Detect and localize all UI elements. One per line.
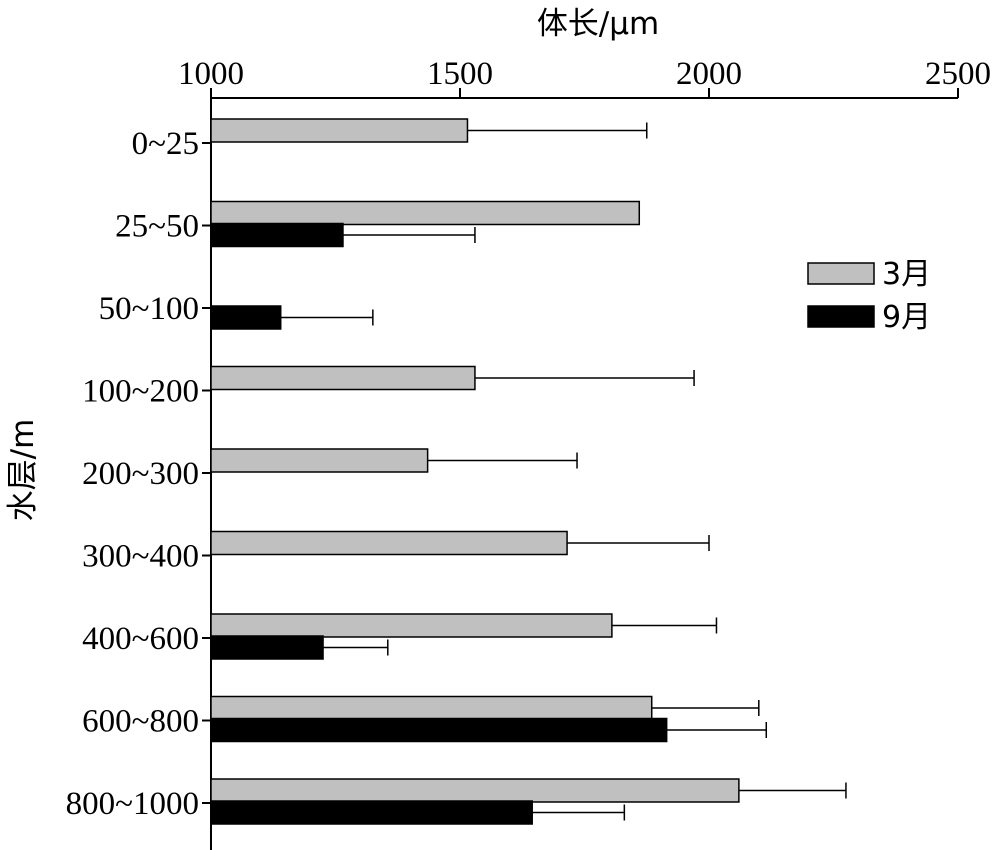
y-tick-label: 800~1000 (66, 786, 199, 822)
bar-march (210, 365, 476, 391)
x-tick-label: 2500 (925, 56, 991, 92)
y-tick-label: 300~400 (82, 539, 199, 575)
bar-september (210, 305, 282, 330)
y-tick-label: 0~25 (132, 126, 199, 162)
x-tick-label: 1000 (178, 56, 244, 92)
legend-label-march: 3月 (882, 257, 931, 292)
y-tick-label: 25~50 (115, 209, 199, 245)
bars (210, 118, 847, 825)
tick-labels: 1000 1500 2000 2500 0~25 25~50 50~100 100~200 20… (66, 56, 991, 822)
bar-march (210, 530, 568, 556)
bar-september (210, 635, 324, 660)
x-axis-title: 体长/μm (537, 6, 659, 42)
bar-march (210, 118, 469, 143)
bar-march (210, 200, 641, 226)
x-tick-label: 1500 (427, 56, 493, 92)
legend-swatch-march (807, 262, 875, 285)
y-tick-label: 400~600 (82, 621, 199, 657)
bar-march (210, 778, 740, 803)
legend-label-september: 9月 (882, 300, 931, 335)
bar-march (210, 695, 653, 721)
x-tick-label: 2000 (676, 56, 742, 92)
y-tick-label: 50~100 (99, 291, 199, 327)
bar-march (210, 448, 429, 473)
legend-swatch-september (807, 305, 875, 328)
bar-march (210, 613, 613, 638)
bar-september (210, 717, 668, 743)
y-axis-title: 水层/m (5, 419, 41, 522)
y-tick-label: 200~300 (82, 456, 199, 492)
y-tick-label: 600~800 (82, 704, 199, 740)
y-tick-label: 100~200 (82, 374, 199, 410)
bar-september (210, 800, 533, 825)
bar-september (210, 222, 344, 248)
